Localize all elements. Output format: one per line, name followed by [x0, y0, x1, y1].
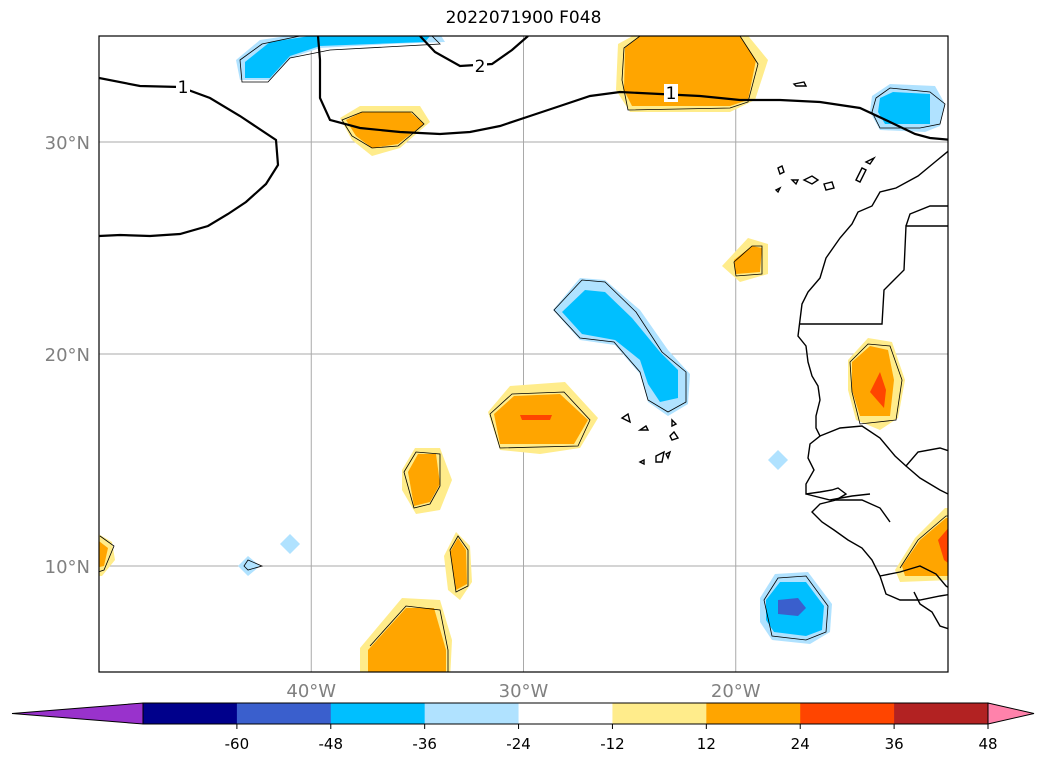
negative-anomaly-region: [878, 92, 930, 124]
latitude-label: 20°N: [45, 345, 90, 366]
colorbar: -60-48-36-24-121224364860: [11, 702, 1035, 753]
latitude-label: 30°N: [45, 133, 90, 154]
colorbar-bin: [800, 703, 895, 724]
map-frame: [98, 35, 949, 673]
negative-anomaly-region: [562, 290, 678, 402]
colorbar-extend-max: [987, 702, 1035, 725]
axis-labels: 40°W 30°W 20°W 30°N 20°N 10°N: [45, 133, 761, 702]
strong-positive-core: [938, 528, 948, 563]
colorbar-bin: [143, 703, 238, 724]
longitude-label: 20°W: [711, 681, 761, 702]
colorbar-label: -24: [506, 735, 531, 753]
map-title: 2022071900 F048: [445, 8, 602, 28]
strong-positive-core: [520, 415, 552, 420]
shaded-fields: [99, 36, 948, 672]
thick-contours: [99, 36, 948, 238]
positive-anomaly-region: [734, 246, 762, 274]
negative-anomaly-region: [238, 556, 260, 576]
colorbar-label: 36: [885, 735, 904, 753]
colorbar-bin: [894, 703, 989, 724]
longitude-label: 40°W: [286, 681, 336, 702]
colorbar-bin: [706, 703, 801, 724]
positive-anomaly-region: [368, 608, 446, 672]
longitude-label: 30°W: [499, 681, 549, 702]
colorbar-bin: [518, 703, 613, 724]
colorbar-bin: [612, 703, 707, 724]
colorbar-label: 12: [697, 735, 716, 753]
positive-anomaly-region: [902, 518, 948, 576]
map-plot-area: 1 2 1: [99, 36, 948, 672]
contour-label: 1: [178, 78, 189, 98]
positive-anomaly-region: [99, 541, 108, 568]
colorbar-label: 24: [791, 735, 810, 753]
gridlines: [99, 36, 948, 672]
colorbar-frame: [142, 702, 989, 725]
colorbar-extend-min: [11, 702, 144, 725]
negative-anomaly-region: [245, 36, 430, 78]
contour-label: 2: [475, 57, 486, 77]
colorbar-bin: [424, 703, 520, 724]
negative-anomaly-region: [768, 450, 788, 470]
strong-positive-core: [870, 372, 886, 408]
contour-label: 1: [666, 84, 677, 104]
very-negative-core: [778, 598, 806, 616]
colorbar-label: -12: [600, 735, 625, 753]
positive-anomaly-region: [852, 346, 894, 416]
colorbar-label: 48: [978, 735, 997, 753]
colorbar-bin: [330, 703, 426, 724]
positive-anomaly-region: [408, 454, 440, 506]
colorbar-label: -48: [319, 735, 344, 753]
thin-contours: [99, 36, 948, 672]
colorbar-label: -60: [225, 735, 250, 753]
contour-labels: 1 2 1: [176, 57, 678, 104]
colorbar-label: -36: [412, 735, 437, 753]
positive-anomaly-region: [624, 36, 756, 106]
coastline: [620, 81, 948, 630]
colorbar-bin: [236, 703, 332, 724]
negative-anomaly-region: [280, 534, 300, 554]
latitude-label: 10°N: [45, 557, 90, 578]
